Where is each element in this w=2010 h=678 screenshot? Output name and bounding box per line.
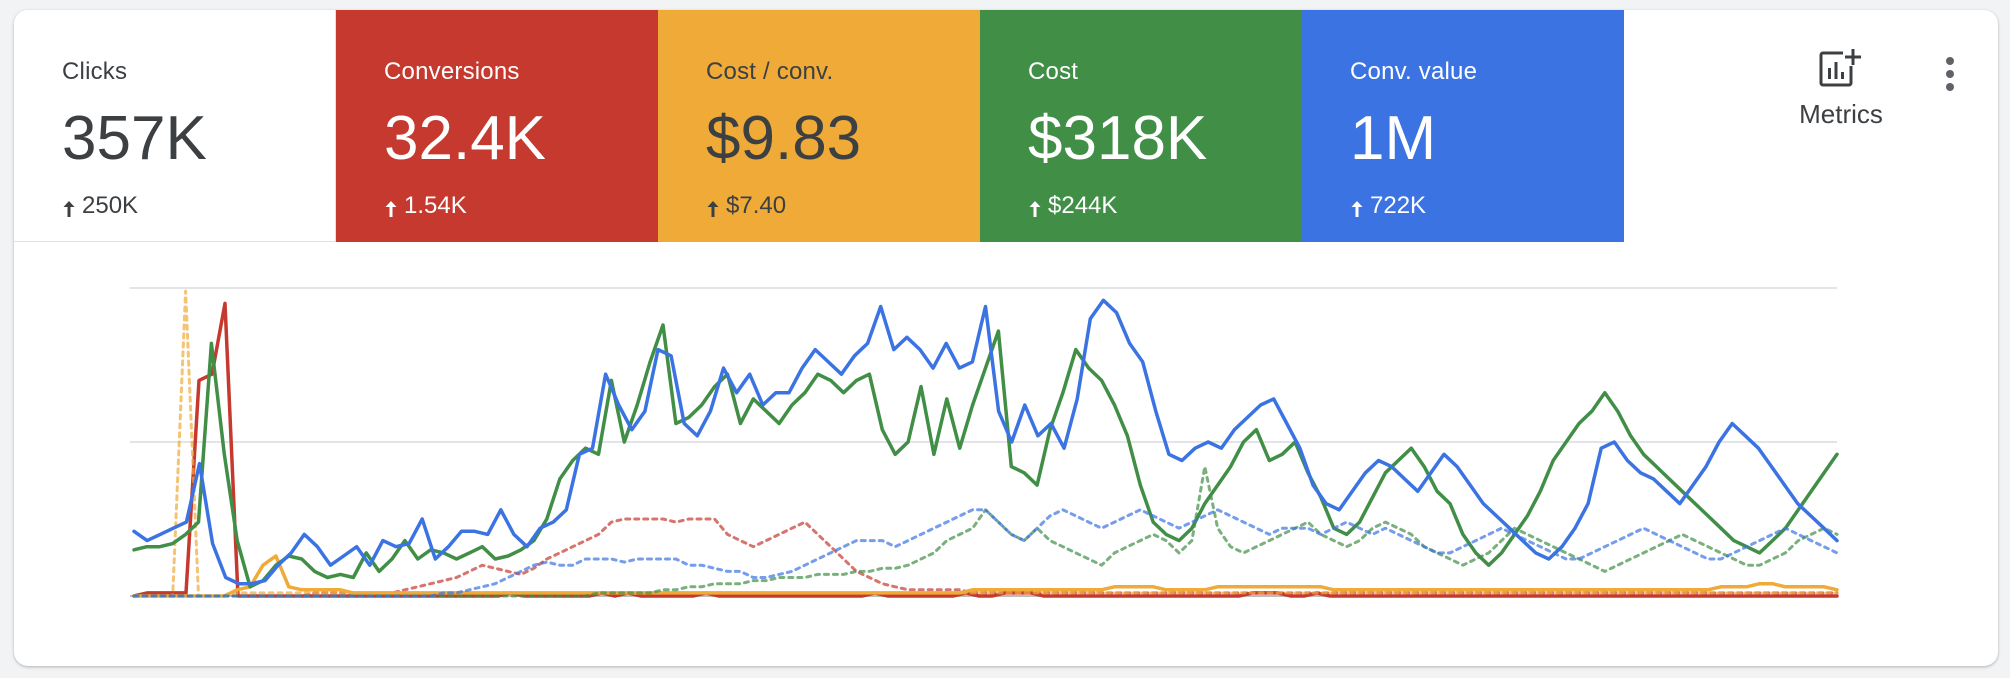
scorecard-delta: 250K [62,192,335,220]
more-options-button[interactable] [1930,48,1970,104]
scorecard-delta: 1.54K [384,192,658,220]
more-vert-icon [1945,56,1955,97]
performance-chart [14,242,1998,666]
arrow-up-icon [706,197,720,217]
scorecard-cost-per-conversion[interactable]: Cost / conv. $9.83 $7.40 [658,10,980,242]
add-chart-icon [1819,48,1863,93]
scorecard-label: Cost / conv. [706,58,834,85]
scorecard-value: 1M [1350,104,1437,173]
metrics-button[interactable]: Metrics [1776,48,1906,138]
scorecard-row: Clicks 357K 250K Conversions 32.4K 1.54K… [14,10,1624,242]
chart-series-line-7 [132,508,1839,598]
chart-svg [130,287,1839,598]
arrow-up-icon [384,197,398,217]
scorecard-cost[interactable]: Cost $318K $244K [980,10,1302,242]
chart-series-line-4 [132,323,1839,589]
scorecard-delta-value: $244K [1048,192,1118,219]
arrow-up-icon [1350,197,1364,217]
scorecard-value: 32.4K [384,104,547,173]
scorecard-delta: $244K [1028,192,1302,220]
scorecard-value: $9.83 [706,104,862,173]
performance-card: Clicks 357K 250K Conversions 32.4K 1.54K… [14,10,1998,666]
chart-series-line-3 [132,289,1839,598]
scorecard-value: $318K [1028,104,1208,173]
chart-series-line-6 [132,298,1839,586]
scorecard-conversions[interactable]: Conversions 32.4K 1.54K [336,10,658,242]
chart-series-line-5 [132,465,1839,598]
metrics-label: Metrics [1799,99,1883,129]
scorecard-label: Clicks [62,58,128,85]
arrow-up-icon [1028,197,1042,217]
chart-series-line-0 [132,301,1839,598]
scorecard-delta-value: 722K [1370,192,1427,219]
scorecard-label: Conv. value [1350,58,1478,85]
scorecard-delta-value: 1.54K [404,192,467,219]
scorecard-clicks[interactable]: Clicks 357K 250K [14,10,336,242]
scorecard-value: 357K [62,104,207,173]
scorecard-delta-value: 250K [82,192,139,219]
scorecard-conv-value[interactable]: Conv. value 1M 722K [1302,10,1624,242]
scorecard-label: Conversions [384,58,520,85]
arrow-up-icon [62,197,76,217]
scorecard-label: Cost [1028,58,1079,85]
scorecard-delta-value: $7.40 [726,192,787,219]
scorecard-delta: $7.40 [706,192,980,220]
scorecard-delta: 722K [1350,192,1624,220]
